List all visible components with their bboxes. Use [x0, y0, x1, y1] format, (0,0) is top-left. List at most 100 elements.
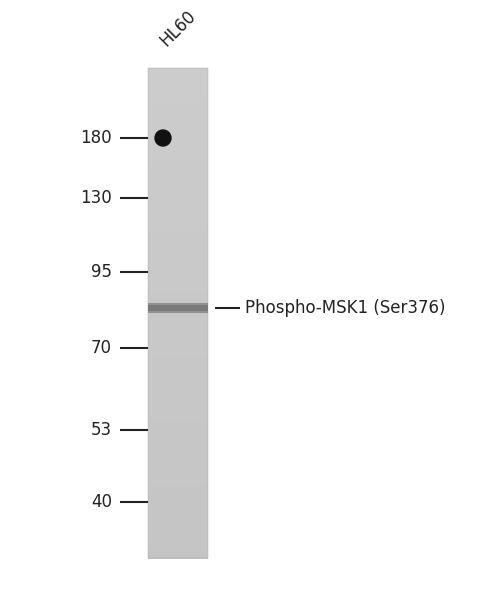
Text: Phospho-MSK1 (Ser376): Phospho-MSK1 (Ser376)	[244, 299, 444, 317]
Bar	[148, 306, 207, 309]
Bar	[148, 102, 207, 105]
Bar	[148, 445, 207, 448]
Bar	[148, 372, 207, 375]
Bar	[148, 274, 207, 277]
Bar	[148, 117, 207, 120]
Bar	[148, 208, 207, 211]
Bar	[148, 173, 207, 176]
Bar	[148, 504, 207, 507]
Text: 40: 40	[91, 493, 112, 511]
Bar	[148, 161, 207, 164]
Bar	[148, 171, 207, 174]
Bar	[148, 536, 207, 539]
Text: 180: 180	[80, 129, 112, 147]
Bar	[148, 308, 207, 311]
Bar	[148, 529, 207, 532]
Bar	[148, 411, 207, 414]
Bar	[148, 348, 207, 350]
Bar	[148, 541, 207, 544]
Bar	[148, 418, 207, 421]
Bar	[148, 435, 207, 438]
Bar	[148, 85, 207, 88]
Bar	[148, 357, 207, 360]
Bar	[148, 95, 207, 98]
Bar	[148, 195, 207, 198]
Text: 95: 95	[91, 263, 112, 281]
Bar	[148, 480, 207, 483]
Bar	[148, 414, 207, 417]
Bar	[148, 362, 207, 365]
Bar	[148, 107, 207, 110]
Bar	[148, 261, 207, 264]
Bar	[148, 521, 207, 524]
Bar	[148, 87, 207, 90]
Bar	[148, 240, 207, 242]
Bar	[148, 421, 207, 424]
Bar	[148, 492, 207, 495]
Bar	[148, 289, 207, 291]
Bar	[148, 193, 207, 196]
Bar	[148, 450, 207, 453]
Bar	[148, 509, 207, 512]
Bar	[148, 323, 207, 326]
Bar	[148, 396, 207, 399]
Bar	[148, 333, 207, 336]
Bar	[148, 399, 207, 402]
Bar	[148, 225, 207, 228]
Bar	[148, 188, 207, 191]
Bar	[148, 350, 207, 353]
Bar	[148, 235, 207, 238]
Bar	[148, 487, 207, 490]
Bar	[148, 484, 207, 487]
Bar	[148, 259, 207, 262]
Bar	[148, 453, 207, 455]
Bar	[148, 472, 207, 475]
Bar	[148, 470, 207, 473]
Bar	[148, 556, 207, 559]
Bar	[148, 220, 207, 223]
Bar	[148, 112, 207, 115]
Bar	[148, 291, 207, 294]
Bar	[148, 73, 207, 76]
Bar	[148, 524, 207, 527]
Bar	[148, 100, 207, 103]
Bar	[148, 122, 207, 125]
Bar	[148, 389, 207, 392]
Bar	[148, 512, 207, 514]
Bar	[148, 242, 207, 245]
Bar	[148, 127, 207, 130]
Bar	[148, 97, 207, 100]
Bar	[148, 305, 207, 311]
Bar	[148, 310, 207, 313]
Bar	[148, 176, 207, 179]
Bar	[148, 531, 207, 534]
Bar	[148, 404, 207, 407]
Bar	[148, 443, 207, 446]
Bar	[148, 477, 207, 480]
Bar	[148, 553, 207, 556]
Circle shape	[155, 130, 171, 146]
Bar	[148, 278, 207, 281]
Bar	[148, 482, 207, 485]
Bar	[148, 78, 207, 81]
Bar	[148, 181, 207, 183]
Bar	[148, 191, 207, 194]
Bar	[148, 146, 207, 149]
Bar	[148, 519, 207, 522]
Bar	[148, 254, 207, 257]
Bar	[148, 218, 207, 221]
Bar	[148, 376, 207, 379]
Bar	[148, 154, 207, 157]
Bar	[148, 374, 207, 377]
Bar	[148, 70, 207, 73]
Bar	[148, 367, 207, 370]
Bar	[148, 252, 207, 255]
Bar	[148, 426, 207, 429]
Bar	[148, 124, 207, 127]
Bar	[148, 210, 207, 213]
Bar	[148, 232, 207, 235]
Bar	[148, 76, 207, 78]
Bar	[148, 489, 207, 492]
Bar	[148, 391, 207, 394]
Bar	[148, 475, 207, 478]
